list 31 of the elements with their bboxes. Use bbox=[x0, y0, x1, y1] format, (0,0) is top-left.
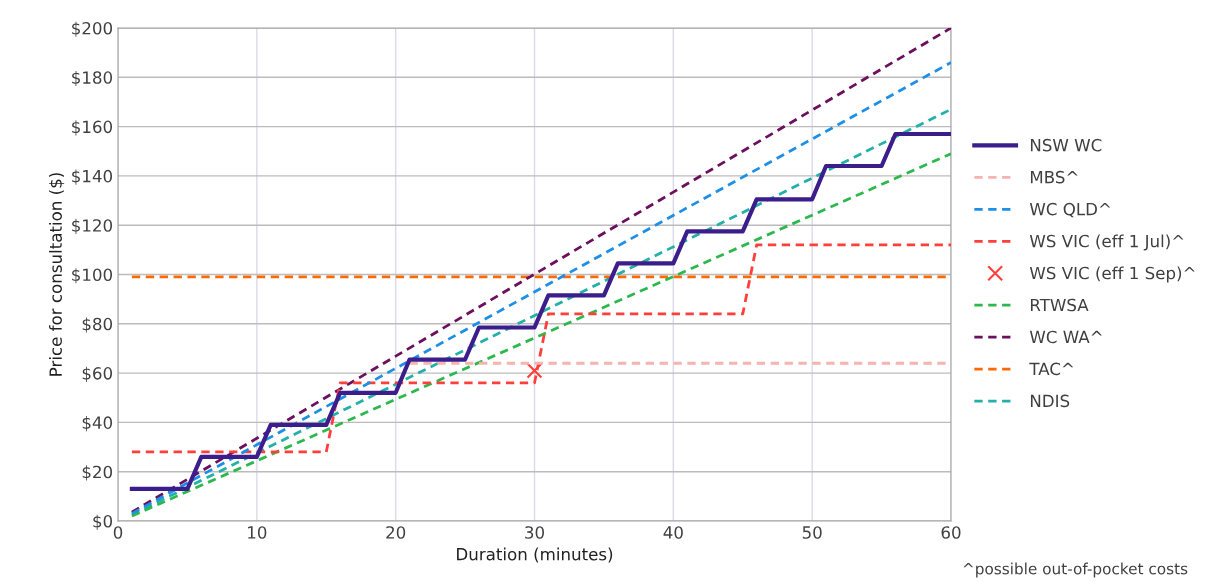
legend-label: WS VIC (eff 1 Jul)^ bbox=[1029, 234, 1184, 251]
legend-label: NDIS bbox=[1030, 394, 1070, 408]
y-tick-label: $20 bbox=[82, 465, 113, 481]
legend-label: WC WA^ bbox=[1029, 330, 1102, 344]
legend-label: WS VIC (eff 1 Sep)^ bbox=[1029, 266, 1195, 283]
y-tick-label: $160 bbox=[72, 120, 113, 136]
x-tick-label: 10 bbox=[248, 526, 267, 539]
legend-label: NSW WC bbox=[1030, 138, 1102, 152]
y-tick-label: $0 bbox=[93, 514, 113, 530]
y-tick-label: $200 bbox=[72, 21, 113, 37]
legend-label: TAC^ bbox=[1029, 362, 1074, 376]
x-axis-title: Duration (minutes) bbox=[457, 547, 613, 563]
y-tick-label: $40 bbox=[82, 416, 113, 432]
y-tick-label: $120 bbox=[72, 218, 113, 234]
x-tick-label: 20 bbox=[386, 526, 406, 539]
x-tick-label: 0 bbox=[113, 526, 123, 539]
y-axis-title: Price for consultation ($) bbox=[49, 173, 65, 376]
y-tick-label: $100 bbox=[72, 268, 113, 284]
legend-label: WC QLD^ bbox=[1029, 202, 1111, 218]
legend-label: MBS^ bbox=[1030, 170, 1078, 184]
x-tick-label: 60 bbox=[941, 526, 961, 539]
line-series bbox=[130, 243, 951, 454]
y-tick-label: $80 bbox=[82, 317, 113, 333]
legend-label: RTWSA bbox=[1030, 298, 1089, 312]
y-tick-label: $60 bbox=[82, 366, 113, 382]
x-tick-label: 50 bbox=[802, 526, 822, 539]
y-tick-label: $140 bbox=[72, 169, 113, 185]
y-tick-label: $180 bbox=[72, 70, 113, 87]
x-tick-label: 30 bbox=[525, 526, 544, 539]
text: ^possible out-of-pocket costs bbox=[963, 562, 1188, 578]
x-tick-label: 40 bbox=[663, 526, 683, 539]
